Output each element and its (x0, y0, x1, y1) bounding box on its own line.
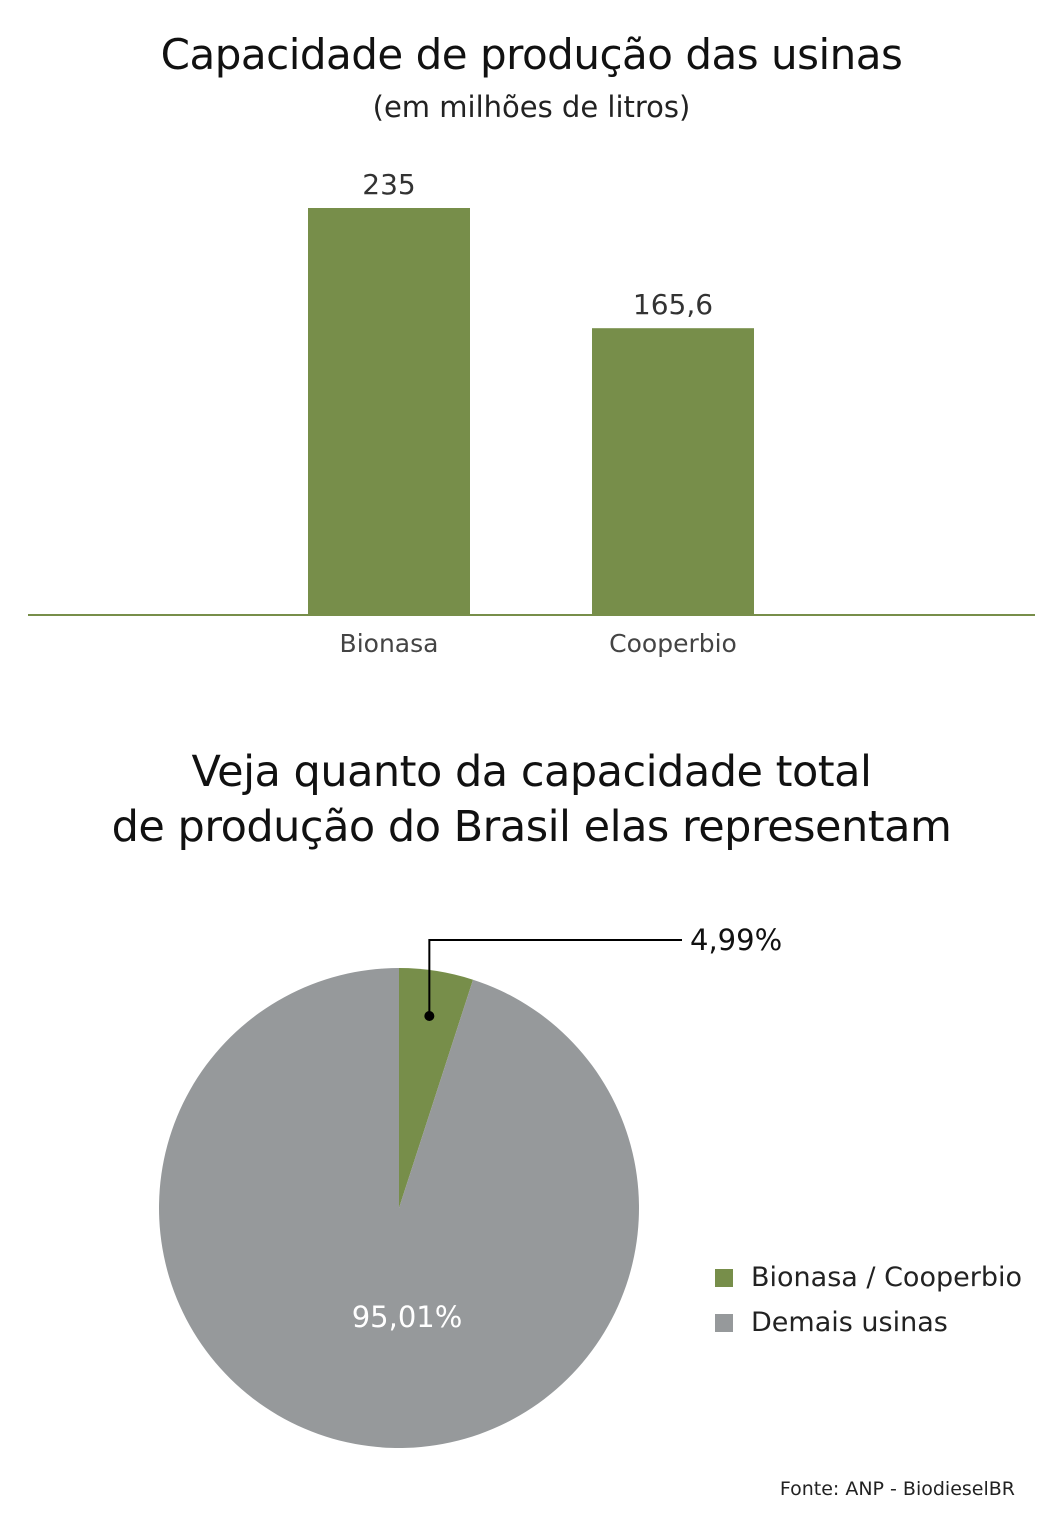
legend-item-demais-usinas: Demais usinas (715, 1300, 1022, 1345)
bar-cooperbio (592, 328, 754, 615)
pie-callout-line (428, 939, 682, 1016)
legend-item-bionasa-cooperbio: Bionasa / Cooperbio (715, 1255, 1022, 1300)
pie-slice-bionasa-cooperbio (399, 968, 474, 1208)
source-note: Fonte: ANP - BiodieselBR (779, 1478, 1015, 1500)
bar-bionasa (308, 208, 470, 615)
bar-chart-subtitle: (em milhões de litros) (372, 90, 691, 124)
bar-chart-title: Capacidade de produção das usinas (160, 30, 903, 79)
bar-value-label-bionasa: 235 (362, 168, 415, 201)
pie-chart-title: Veja quanto da capacidade total de produ… (0, 745, 1063, 855)
pie-value-label-demais-usinas: 95,01% (352, 1300, 463, 1334)
legend-swatch-demais-usinas (715, 1313, 733, 1332)
legend-label-bionasa-cooperbio: Bionasa / Cooperbio (751, 1262, 1022, 1293)
pie-chart-title-line-1: Veja quanto da capacidade total (191, 747, 872, 797)
legend-label-demais-usinas: Demais usinas (751, 1307, 948, 1338)
pie-chart-title-line-2: de produção do Brasil elas representam (111, 802, 952, 852)
pie-slice-demais-usinas (159, 968, 639, 1449)
pie-callout-dot (424, 1010, 435, 1021)
bar-category-label-bionasa: Bionasa (340, 629, 439, 658)
pie-legend: Bionasa / Cooperbio Demais usinas (715, 1255, 1022, 1345)
pie-value-label-bionasa-cooperbio: 4,99% (690, 923, 782, 957)
bar-value-label-cooperbio: 165,6 (633, 288, 713, 321)
bar-category-label-cooperbio: Cooperbio (609, 629, 737, 658)
legend-swatch-bionasa-cooperbio (715, 1268, 733, 1287)
